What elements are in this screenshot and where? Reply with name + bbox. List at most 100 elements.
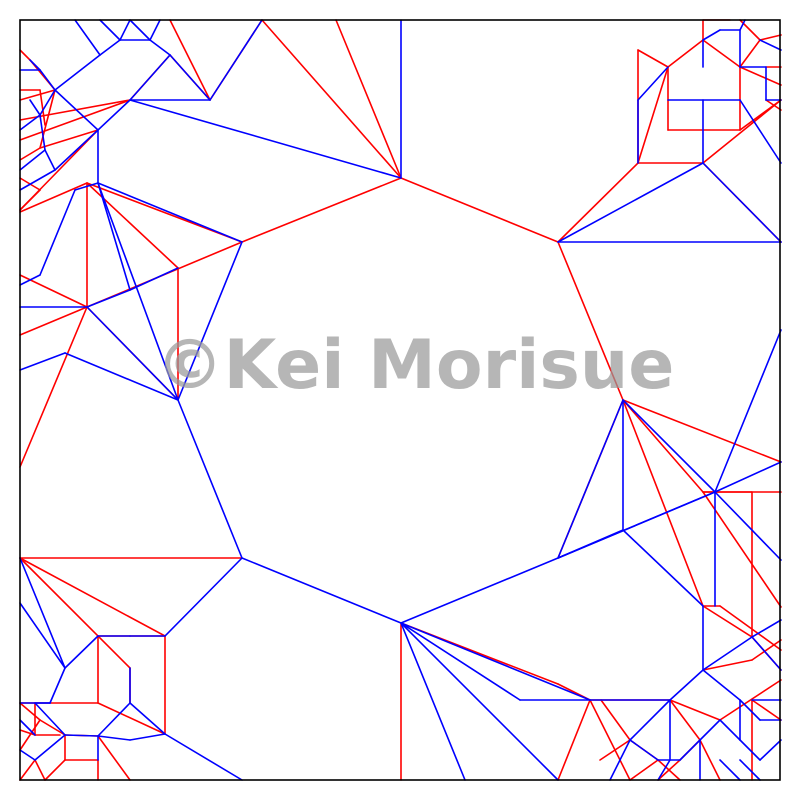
valley-crease-67: [629, 699, 671, 741]
valley-crease-111: [39, 89, 56, 116]
valley-crease-84: [19, 557, 66, 669]
valley-crease-109: [74, 19, 101, 56]
valley-crease-49: [400, 622, 591, 701]
mountain-crease-72: [739, 39, 761, 68]
valley-crease-112: [19, 114, 41, 131]
mountain-crease-96: [19, 702, 41, 721]
valley-crease-38: [637, 66, 669, 101]
mountain-crease-71: [759, 34, 782, 41]
mountain-crease-76: [702, 99, 782, 164]
valley-crease-72: [719, 719, 741, 741]
mountain-crease-42: [169, 19, 211, 101]
valley-crease-92: [129, 702, 166, 735]
valley-crease-32: [557, 162, 704, 243]
valley-crease-65: [739, 739, 761, 761]
valley-crease-9: [19, 352, 66, 371]
mountain-crease-2: [19, 182, 88, 213]
valley-crease-124: [44, 149, 56, 171]
valley-crease-105: [129, 19, 151, 41]
mountain-crease-102: [44, 759, 66, 781]
mountain-crease-81: [702, 659, 753, 671]
mountain-crease-51: [19, 147, 41, 161]
valley-crease-48: [739, 19, 746, 31]
mountain-crease-98: [39, 719, 66, 736]
mountain-crease-12: [557, 162, 639, 243]
mountain-crease-84: [751, 699, 782, 721]
valley-crease-121: [119, 19, 131, 41]
mountain-crease-97: [19, 719, 41, 751]
mountain-crease-86: [669, 699, 721, 721]
valley-crease-35: [739, 99, 782, 164]
valley-crease-60: [702, 636, 753, 671]
valley-crease-10: [97, 182, 179, 401]
mountain-crease-92: [657, 759, 681, 781]
valley-crease-30: [714, 329, 782, 493]
mountain-crease-61: [637, 66, 669, 164]
valley-crease-97: [34, 734, 66, 761]
valley-crease-1: [129, 99, 402, 179]
valley-crease-114: [19, 149, 46, 171]
mountain-crease-8: [86, 182, 179, 269]
valley-crease-75: [657, 759, 671, 781]
valley-crease-108: [99, 39, 121, 56]
copyright-watermark: ©Kei Morisue: [156, 326, 675, 405]
valley-crease-98: [19, 749, 36, 761]
mountain-crease-27: [589, 699, 631, 781]
mountain-crease-31: [19, 557, 166, 637]
valley-crease-115: [54, 89, 99, 131]
mountain-crease-47: [39, 129, 99, 149]
mountain-crease-18: [622, 399, 704, 607]
valley-crease-2: [97, 99, 131, 131]
mountain-crease-49: [19, 189, 41, 211]
mountain-crease-37: [19, 557, 131, 669]
paper-square-border: [19, 19, 781, 781]
valley-crease-41: [702, 29, 721, 41]
valley-crease-25: [714, 491, 782, 561]
valley-crease-123: [29, 99, 41, 116]
valley-crease-58: [739, 699, 761, 721]
mountain-crease-39: [335, 19, 402, 179]
mountain-crease-16: [622, 399, 782, 463]
mountain-crease-21: [702, 491, 782, 608]
valley-crease-117: [19, 169, 56, 191]
valley-crease-29: [557, 491, 716, 559]
mountain-crease-77: [702, 605, 753, 638]
valley-crease-19: [400, 557, 559, 624]
mountain-crease-63: [702, 39, 741, 68]
valley-crease-122: [149, 19, 161, 41]
valley-crease-83: [19, 602, 66, 669]
mountain-crease-0: [241, 177, 402, 243]
valley-crease-71: [699, 719, 721, 741]
valley-crease-4: [97, 182, 243, 243]
valley-crease-11: [74, 182, 99, 191]
valley-crease-57: [702, 669, 741, 701]
valley-crease-88: [97, 702, 131, 737]
mountain-crease-10: [19, 306, 88, 468]
valley-crease-12: [39, 189, 76, 276]
valley-crease-94: [129, 733, 166, 741]
valley-crease-16: [129, 267, 179, 291]
mountain-crease-60: [667, 39, 704, 68]
valley-crease-66: [759, 739, 782, 761]
mountain-crease-107: [19, 729, 36, 736]
valley-crease-20: [557, 399, 624, 559]
mountain-crease-52: [39, 89, 56, 149]
valley-crease-79: [164, 557, 243, 637]
mountain-crease-87: [669, 699, 701, 741]
mountain-crease-95: [600, 699, 631, 741]
mountain-crease-109: [19, 759, 36, 781]
mountain-crease-88: [699, 739, 721, 781]
mountain-crease-82: [751, 639, 782, 661]
valley-crease-17: [177, 399, 243, 559]
valley-crease-28: [622, 529, 704, 607]
mountain-crease-65: [739, 66, 782, 86]
valley-crease-70: [679, 739, 701, 761]
valley-crease-89: [64, 734, 99, 737]
valley-crease-107: [99, 19, 121, 41]
valley-crease-95: [97, 735, 131, 741]
valley-crease-93: [164, 733, 243, 781]
valley-crease-119: [39, 69, 56, 91]
valley-crease-82: [64, 635, 99, 669]
mountain-crease-28: [557, 699, 591, 781]
valley-crease-100: [129, 54, 171, 101]
